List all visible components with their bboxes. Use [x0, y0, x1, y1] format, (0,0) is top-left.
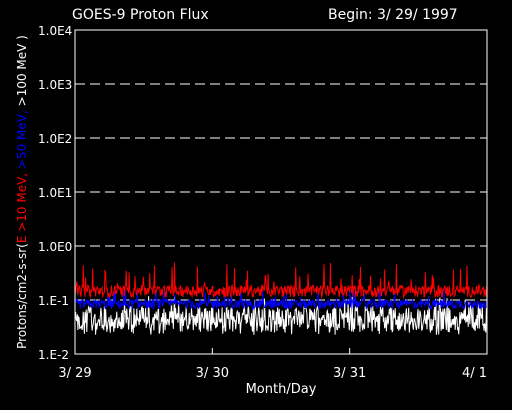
y-tick-label: 1.E-2 [38, 348, 69, 362]
y-tick-label: 1.0E0 [38, 240, 72, 254]
flux-series-line [74, 296, 488, 335]
y-axis-label-part: >50 MeV, [15, 110, 29, 173]
y-axis-label-part: E >10 MeV, [15, 173, 29, 243]
x-tick-label: 3/ 30 [196, 366, 229, 381]
x-tick-label: 4/ 1 [462, 366, 487, 381]
series-group [74, 262, 488, 335]
x-tick-label: 3/ 31 [333, 366, 366, 381]
flux-series-line [74, 262, 488, 300]
y-tick-label: 1.0E3 [38, 78, 72, 92]
y-tick-label: 1.0E2 [38, 132, 72, 146]
x-axis-ticks: 3/ 29 3/ 30 3/ 31 4/ 1 [58, 348, 488, 381]
plot-frame [74, 29, 488, 355]
y-tick-label: 1.0E1 [38, 186, 72, 200]
x-axis-label: Month/Day [246, 382, 317, 397]
y-tick-label: 1.E-1 [38, 294, 69, 308]
chart-title: GOES-9 Proton Flux [72, 7, 209, 23]
x-tick-label: 3/ 29 [58, 366, 91, 381]
y-axis-ticks: 1.0E4 1.0E3 1.0E2 1.0E1 1.0E0 1.E-1 1.E-2 [38, 24, 487, 362]
flux-series-line [74, 289, 488, 311]
y-axis-label: Protons/cm2-s-sr(E >10 MeV, >50 MeV, >10… [15, 35, 29, 349]
y-tick-label: 1.0E4 [38, 24, 72, 38]
y-axis-label-part: >100 MeV ) [15, 35, 29, 110]
y-axis-label-part: Protons/cm2-s-sr( [15, 243, 29, 349]
begin-date-label: Begin: 3/ 29/ 1997 [328, 7, 458, 23]
